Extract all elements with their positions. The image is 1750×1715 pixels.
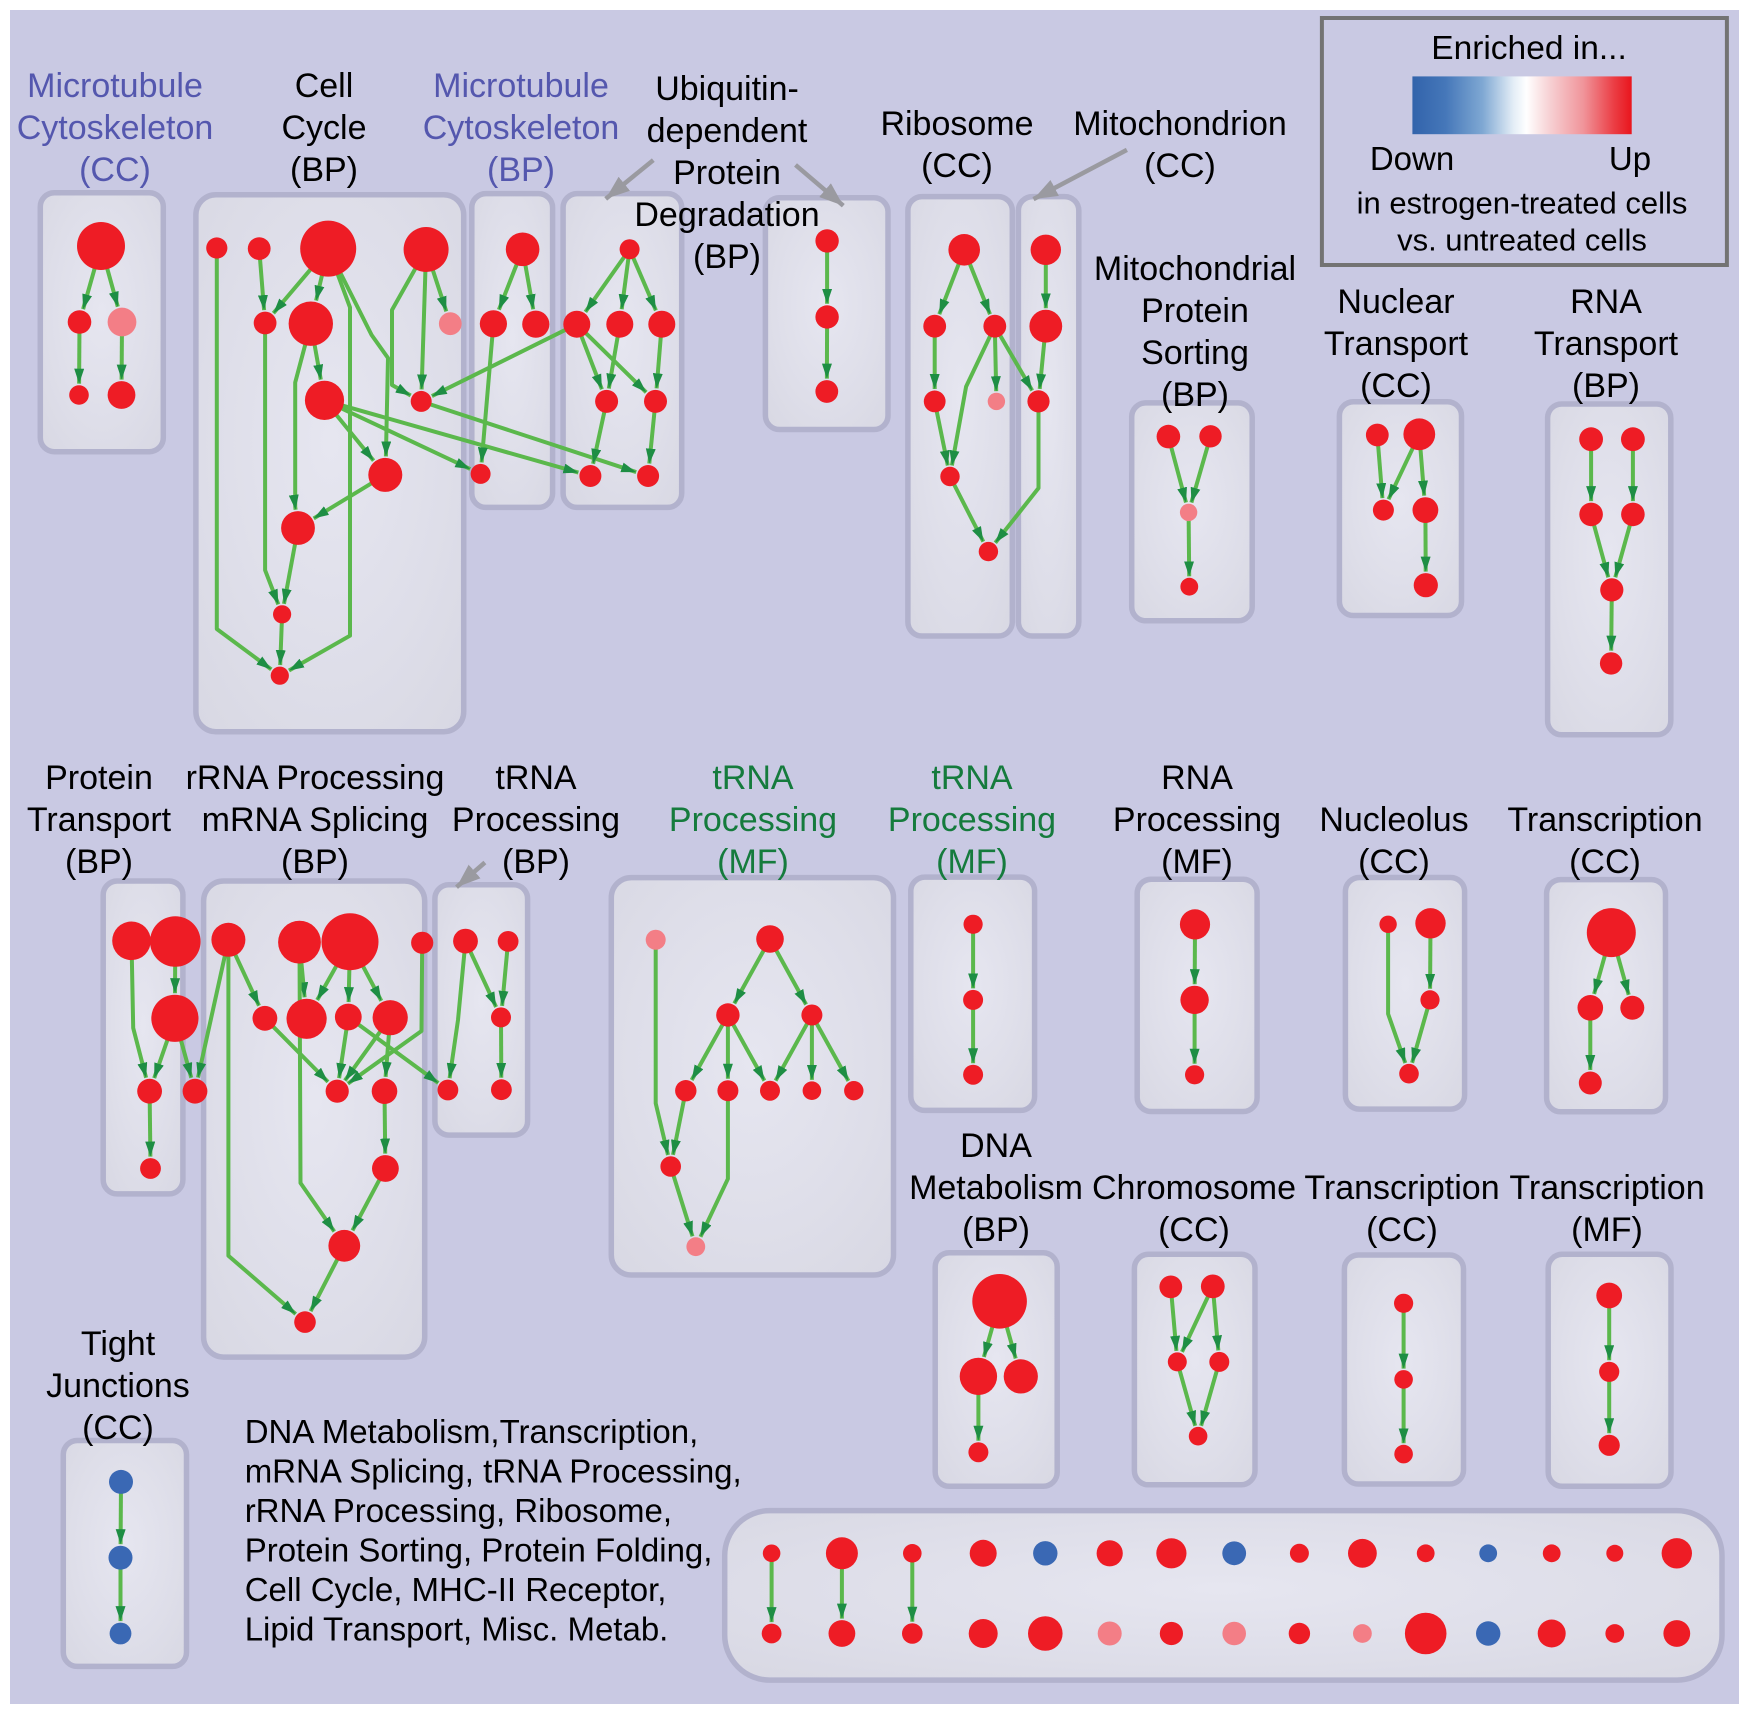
svg-text:Processing: Processing	[669, 801, 837, 839]
svg-text:Protein: Protein	[673, 154, 781, 192]
svg-text:Protein Sorting, Protein Foldi: Protein Sorting, Protein Folding,	[245, 1532, 713, 1569]
svg-text:Nuclear: Nuclear	[1337, 283, 1454, 321]
svg-text:(BP): (BP)	[281, 843, 349, 881]
svg-text:(CC): (CC)	[1144, 147, 1216, 185]
svg-text:dependent: dependent	[647, 112, 808, 150]
svg-text:Transcription: Transcription	[1507, 801, 1702, 839]
svg-text:(MF): (MF)	[717, 843, 789, 881]
svg-text:(CC): (CC)	[1366, 1211, 1438, 1249]
svg-text:(BP): (BP)	[693, 238, 761, 276]
svg-text:Transport: Transport	[1324, 325, 1469, 363]
svg-text:(BP): (BP)	[1572, 367, 1640, 405]
svg-text:(CC): (CC)	[79, 151, 151, 189]
svg-text:Protein: Protein	[1141, 292, 1249, 330]
svg-text:Cell Cycle, MHC-II Receptor,: Cell Cycle, MHC-II Receptor,	[245, 1571, 667, 1608]
svg-text:Transcription: Transcription	[1509, 1169, 1704, 1207]
svg-text:Microtubule: Microtubule	[433, 67, 609, 105]
svg-text:(BP): (BP)	[487, 151, 555, 189]
svg-text:(CC): (CC)	[1158, 1211, 1230, 1249]
svg-text:Processing: Processing	[452, 801, 620, 839]
svg-text:Mitochondrial: Mitochondrial	[1094, 250, 1296, 288]
svg-text:Transport: Transport	[1534, 325, 1679, 363]
svg-text:Cell: Cell	[295, 67, 354, 105]
svg-text:Enriched in...: Enriched in...	[1431, 30, 1627, 67]
svg-text:(BP): (BP)	[502, 843, 570, 881]
svg-text:(BP): (BP)	[290, 151, 358, 189]
svg-text:Lipid Transport, Misc. Metab.: Lipid Transport, Misc. Metab.	[245, 1611, 669, 1648]
svg-text:tRNA: tRNA	[931, 759, 1013, 797]
svg-text:Ubiquitin-: Ubiquitin-	[655, 70, 799, 108]
svg-text:(CC): (CC)	[1360, 367, 1432, 405]
svg-text:(CC): (CC)	[1358, 843, 1430, 881]
svg-text:(MF): (MF)	[936, 843, 1008, 881]
svg-text:Metabolism: Metabolism	[909, 1169, 1083, 1207]
svg-text:rRNA Processing, Ribosome,: rRNA Processing, Ribosome,	[245, 1492, 672, 1529]
svg-text:mRNA Splicing, tRNA Processing: mRNA Splicing, tRNA Processing,	[245, 1453, 742, 1490]
svg-text:(MF): (MF)	[1571, 1211, 1643, 1249]
svg-text:Microtubule: Microtubule	[27, 67, 203, 105]
svg-text:Processing: Processing	[888, 801, 1056, 839]
svg-text:Mitochondrion: Mitochondrion	[1073, 105, 1287, 143]
svg-text:RNA: RNA	[1570, 283, 1642, 321]
svg-text:mRNA Splicing: mRNA Splicing	[202, 801, 429, 839]
svg-text:Transcription: Transcription	[1304, 1169, 1499, 1207]
svg-text:Up: Up	[1609, 140, 1651, 177]
svg-text:vs. untreated cells: vs. untreated cells	[1397, 223, 1647, 258]
svg-text:Cytoskeleton: Cytoskeleton	[423, 109, 620, 147]
svg-text:Nucleolus: Nucleolus	[1319, 801, 1468, 839]
svg-text:tRNA: tRNA	[712, 759, 794, 797]
svg-text:Chromosome: Chromosome	[1092, 1169, 1296, 1207]
svg-text:Degradation: Degradation	[634, 196, 819, 234]
svg-text:Cytoskeleton: Cytoskeleton	[17, 109, 214, 147]
svg-text:rRNA Processing: rRNA Processing	[186, 759, 445, 797]
svg-text:(CC): (CC)	[921, 147, 993, 185]
svg-text:(BP): (BP)	[1161, 376, 1229, 414]
svg-text:Tight: Tight	[81, 1325, 156, 1363]
svg-text:tRNA: tRNA	[495, 759, 577, 797]
svg-text:(MF): (MF)	[1161, 843, 1233, 881]
svg-text:DNA Metabolism,Transcription,: DNA Metabolism,Transcription,	[245, 1413, 699, 1450]
svg-text:(CC): (CC)	[1569, 843, 1641, 881]
svg-text:Ribosome: Ribosome	[880, 105, 1033, 143]
svg-text:Junctions: Junctions	[46, 1367, 190, 1405]
svg-text:Cycle: Cycle	[281, 109, 366, 147]
svg-text:RNA: RNA	[1161, 759, 1233, 797]
svg-text:(BP): (BP)	[962, 1211, 1030, 1249]
svg-text:Sorting: Sorting	[1141, 334, 1249, 372]
svg-text:Protein: Protein	[45, 759, 153, 797]
svg-text:(CC): (CC)	[82, 1409, 154, 1447]
svg-text:(BP): (BP)	[65, 843, 133, 881]
svg-text:Transport: Transport	[27, 801, 172, 839]
svg-text:Processing: Processing	[1113, 801, 1281, 839]
svg-text:Down: Down	[1370, 140, 1454, 177]
svg-text:in estrogen-treated cells: in estrogen-treated cells	[1357, 185, 1688, 220]
svg-text:DNA: DNA	[960, 1127, 1032, 1165]
